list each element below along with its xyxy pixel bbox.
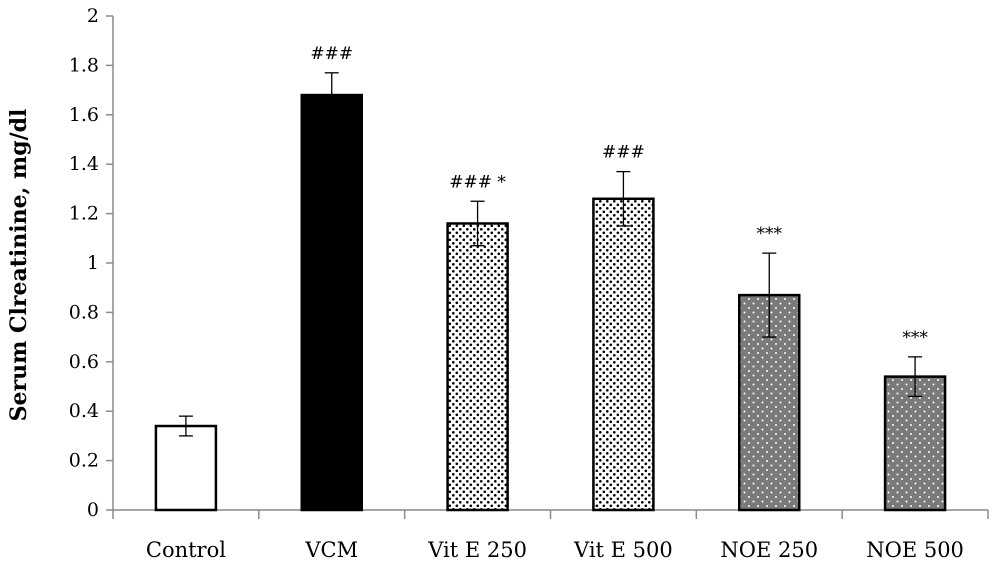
significance-label: *** (757, 224, 783, 244)
y-tick-label: 0.4 (69, 400, 99, 422)
y-tick-label: 1.8 (69, 54, 99, 76)
bar (883, 375, 947, 512)
y-tick-label: 0 (87, 499, 99, 521)
x-tick-label: VCM (304, 538, 358, 562)
significance-label: ### (310, 44, 353, 64)
significance-label: ### * (449, 172, 506, 192)
y-tick-label: 1.6 (69, 104, 99, 126)
bar (446, 222, 509, 512)
x-tick-label: NOE 250 (720, 538, 818, 562)
bar (300, 93, 363, 512)
bars-group (154, 72, 947, 512)
y-tick-label: 2 (87, 5, 99, 27)
y-tick-label: 0.2 (69, 450, 99, 472)
y-axis-label: Serum Clreatinine, mg/dl (6, 109, 32, 422)
y-tick-label: 0.8 (69, 301, 99, 323)
y-tick-label: 0.6 (69, 351, 99, 373)
significance-label: ### (602, 143, 645, 163)
y-tick-label: 1 (87, 252, 99, 274)
significance-label: *** (902, 328, 928, 348)
y-tick-label: 1.4 (69, 153, 99, 175)
x-tick-label: Vit E 250 (427, 538, 527, 562)
bar (592, 197, 655, 512)
x-tick-label: NOE 500 (866, 538, 964, 562)
x-tick-label: Control (146, 538, 226, 562)
labels-group: Control ### VCM ### * Vit E 250 ### Vit E 500 *… (146, 44, 964, 562)
x-tick-label: Vit E 500 (573, 538, 673, 562)
bar (154, 424, 218, 512)
y-tick-label: 1.2 (69, 203, 99, 225)
axes: 0 0.2 0.4 0.6 0.8 1 1.2 1.4 1.6 1.8 2 (69, 5, 989, 521)
